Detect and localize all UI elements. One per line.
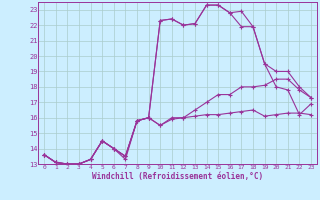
X-axis label: Windchill (Refroidissement éolien,°C): Windchill (Refroidissement éolien,°C)	[92, 172, 263, 181]
